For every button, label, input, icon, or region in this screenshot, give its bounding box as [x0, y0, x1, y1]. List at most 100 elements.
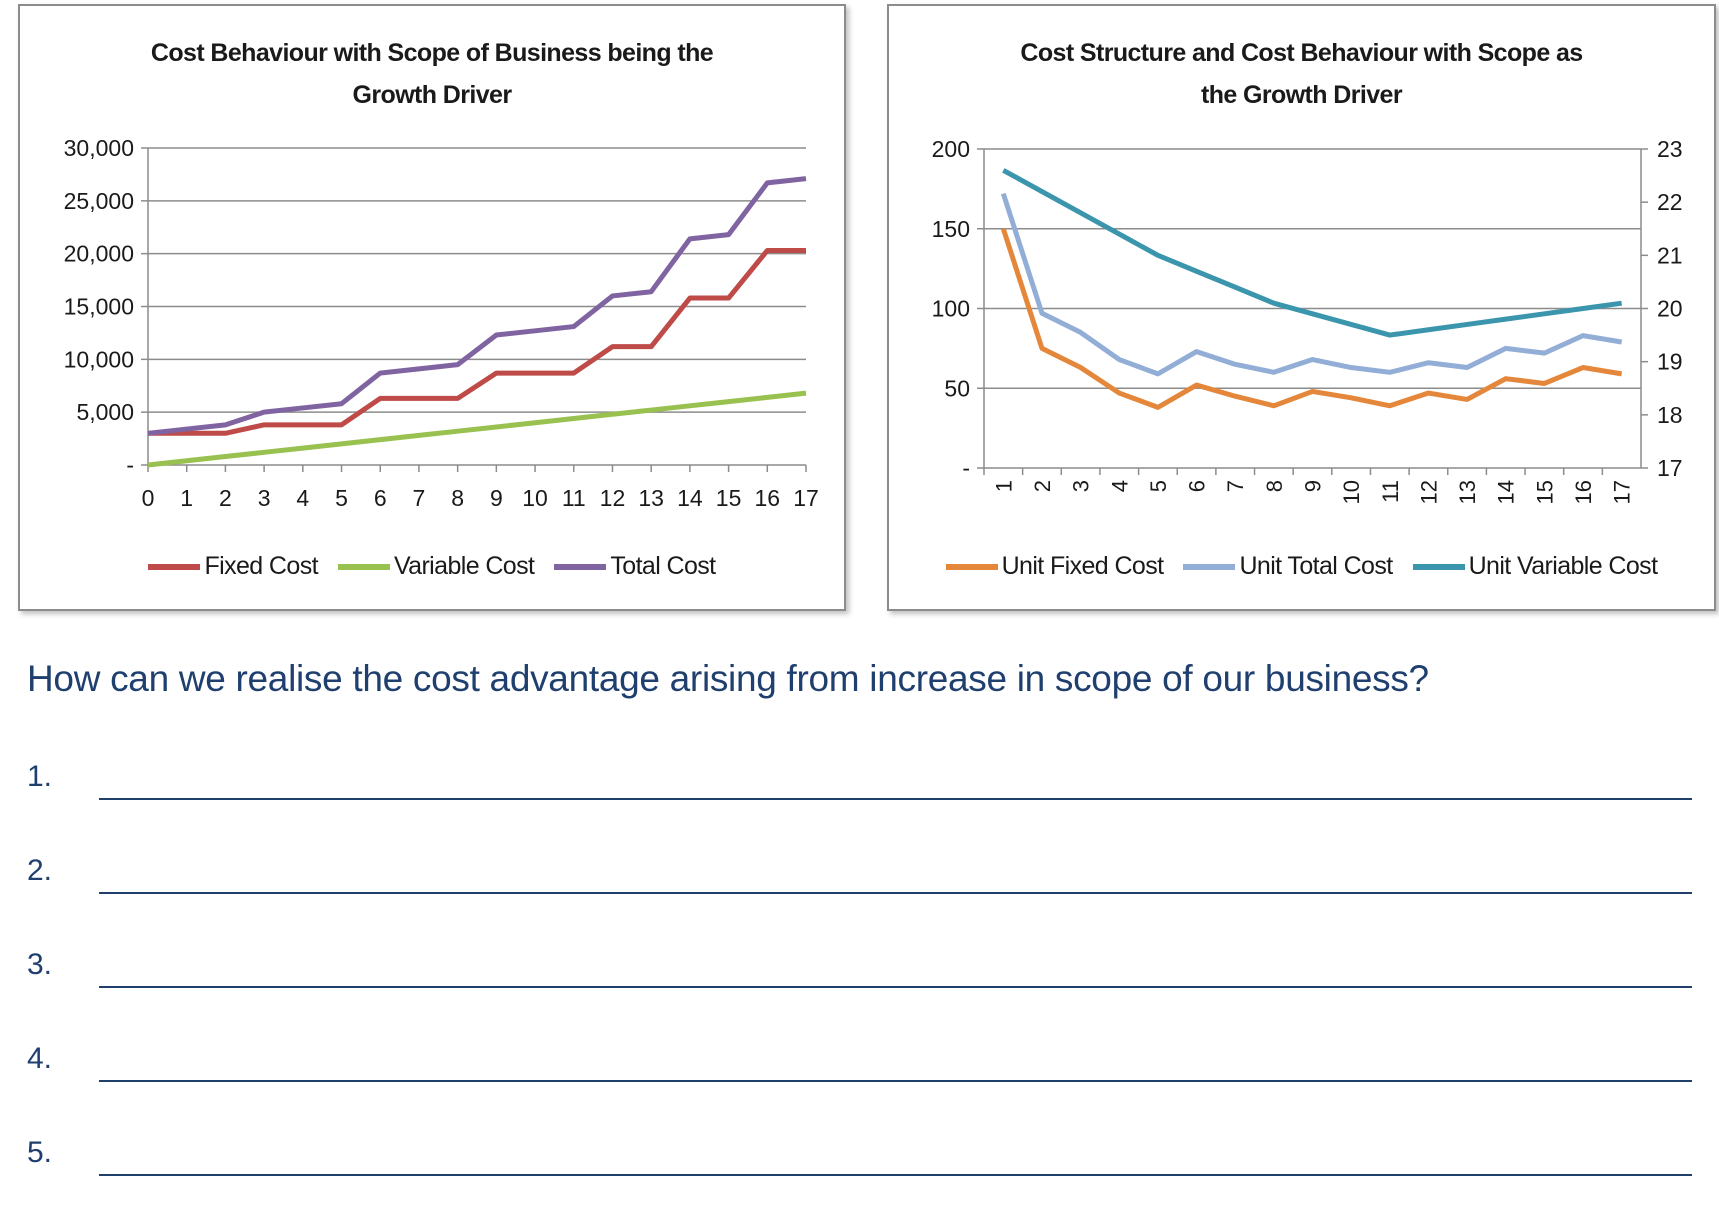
- legend-swatch: [945, 563, 998, 570]
- y-tick-label: 5,000: [76, 399, 134, 425]
- legend-item-variable-cost: Variable Cost: [337, 552, 535, 581]
- chart-title-line-2: the Growth Driver: [1201, 81, 1403, 109]
- answer-number: 3.: [27, 948, 53, 981]
- x-tick-label: 3: [258, 485, 271, 511]
- x-tick-label: 3: [1069, 480, 1094, 492]
- x-tick-label: 7: [1223, 480, 1248, 492]
- x-tick-label: 13: [638, 485, 664, 511]
- x-tick-label: 7: [413, 485, 426, 511]
- chart-legend: Unit Fixed Cost Unit Total Cost Unit Var…: [889, 552, 1714, 581]
- x-tick-label: 1: [180, 485, 193, 511]
- x-tick-label: 13: [1455, 480, 1480, 504]
- series-line-fixed-cost: [148, 247, 806, 436]
- legend-swatch: [1412, 563, 1465, 570]
- legend-label: Total Cost: [610, 552, 716, 580]
- y-tick-label: 150: [932, 216, 970, 242]
- chart-title: Cost Behaviour with Scope of Business be…: [20, 32, 844, 116]
- y-tick-label: 15,000: [64, 294, 134, 320]
- y-tick-label: -: [962, 455, 970, 481]
- x-tick-label: 5: [335, 485, 348, 511]
- x-tick-label: 4: [1107, 480, 1132, 492]
- x-tick-label: 2: [219, 485, 232, 511]
- x-tick-label: 10: [1339, 480, 1364, 504]
- x-tick-label: 9: [490, 485, 503, 511]
- y-tick-label: 200: [932, 136, 970, 162]
- legend-label: Unit Total Cost: [1239, 552, 1393, 580]
- answer-blank-line[interactable]: [99, 986, 1692, 988]
- x-tick-label: 14: [1494, 480, 1519, 504]
- y-tick-label: 10,000: [64, 346, 134, 372]
- series-line-variable-cost: [147, 390, 807, 468]
- legend-swatch: [1183, 563, 1236, 570]
- chart-panel-fixed-variable-total: Cost Behaviour with Scope of Business be…: [18, 4, 846, 611]
- y2-tick-label: 20: [1657, 296, 1683, 322]
- chart-title: Cost Structure and Cost Behaviour with S…: [889, 32, 1714, 116]
- answer-row-3: 3.: [27, 948, 1692, 998]
- answer-blank-line[interactable]: [99, 1174, 1692, 1176]
- x-tick-label: 15: [716, 485, 742, 511]
- answer-row-5: 5.: [27, 1136, 1692, 1186]
- y-tick-label: 25,000: [64, 188, 134, 214]
- y-tick-label: 50: [944, 375, 970, 401]
- answer-number: 5.: [27, 1136, 53, 1169]
- x-tick-label: 12: [1416, 480, 1441, 504]
- y2-tick-label: 22: [1657, 189, 1683, 215]
- x-tick-label: 6: [1185, 480, 1210, 492]
- x-tick-label: 10: [522, 485, 548, 511]
- y-tick-label: 30,000: [64, 135, 134, 161]
- legend-swatch: [148, 563, 201, 570]
- question-text: How can we realise the cost advantage ar…: [27, 658, 1429, 699]
- y2-tick-label: 18: [1657, 402, 1683, 428]
- y2-tick-label: 19: [1657, 349, 1683, 375]
- y-tick-label: 100: [932, 296, 970, 322]
- x-tick-label: 12: [600, 485, 626, 511]
- legend-label: Variable Cost: [393, 552, 535, 580]
- x-tick-label: 17: [793, 485, 819, 511]
- x-tick-label: 5: [1146, 480, 1171, 492]
- chart-panel-unit-costs: Cost Structure and Cost Behaviour with S…: [887, 4, 1716, 611]
- legend-item-unit-variable-cost: Unit Variable Cost: [1412, 552, 1658, 581]
- x-tick-label: 6: [374, 485, 387, 511]
- series-line-total-cost: [147, 176, 807, 436]
- chart-title-line-2: Growth Driver: [352, 81, 513, 109]
- answer-row-4: 4.: [27, 1042, 1692, 1092]
- x-tick-label: 8: [1262, 480, 1287, 492]
- chart-legend: Fixed Cost Variable Cost Total Cost: [20, 552, 844, 581]
- answer-row-1: 1.: [27, 760, 1692, 810]
- x-tick-label: 17: [1610, 480, 1635, 504]
- legend-item-fixed-cost: Fixed Cost: [148, 552, 319, 581]
- x-tick-label: 11: [1378, 480, 1403, 503]
- x-tick-label: 4: [296, 485, 309, 511]
- legend-label: Fixed Cost: [204, 552, 318, 580]
- series-line-unit-variable-cost: [1002, 168, 1623, 338]
- answer-number: 2.: [27, 854, 53, 887]
- y-tick-label: -: [126, 452, 134, 478]
- answer-blank-line[interactable]: [99, 892, 1692, 894]
- legend-item-unit-total-cost: Unit Total Cost: [1183, 552, 1393, 581]
- y2-tick-label: 23: [1657, 136, 1683, 162]
- x-tick-label: 15: [1532, 480, 1557, 504]
- x-tick-label: 2: [1030, 480, 1055, 492]
- x-tick-label: 11: [562, 485, 586, 511]
- x-tick-label: 8: [451, 485, 464, 511]
- legend-item-total-cost: Total Cost: [554, 552, 716, 581]
- answer-blank-line[interactable]: [99, 798, 1692, 800]
- x-tick-label: 9: [1301, 480, 1326, 492]
- series-line-unit-fixed-cost: [1000, 227, 1623, 410]
- answer-number: 1.: [27, 760, 53, 793]
- answer-blank-line[interactable]: [99, 1080, 1692, 1082]
- y2-tick-label: 21: [1657, 242, 1683, 268]
- legend-swatch: [337, 563, 390, 570]
- y-tick-label: 20,000: [64, 241, 134, 267]
- x-tick-label: 0: [142, 485, 155, 511]
- legend-item-unit-fixed-cost: Unit Fixed Cost: [945, 552, 1164, 581]
- series-line-unit-total-cost: [1000, 192, 1623, 377]
- chart-title-line-1: Cost Behaviour with Scope of Business be…: [150, 39, 714, 67]
- legend-swatch: [554, 563, 607, 570]
- x-tick-label: 16: [754, 485, 780, 511]
- x-tick-label: 1: [991, 480, 1016, 492]
- x-tick-label: 16: [1571, 480, 1596, 504]
- legend-label: Unit Variable Cost: [1468, 552, 1658, 580]
